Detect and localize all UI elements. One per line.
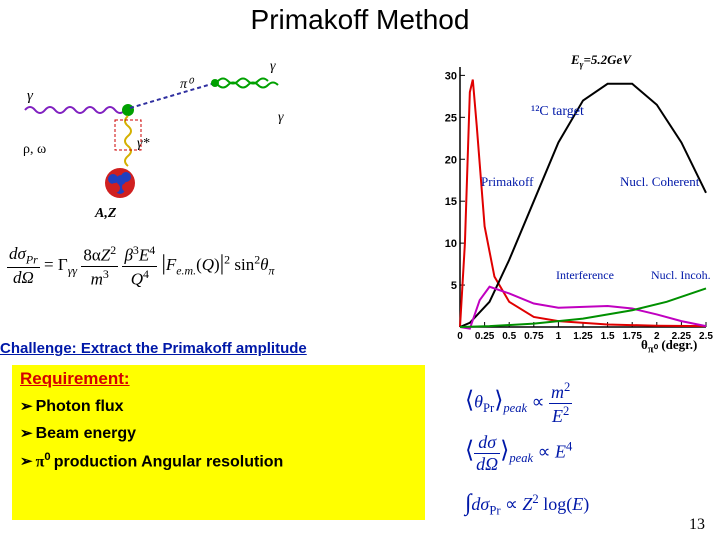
requirement-item: ➢π0 production Angular resolution: [20, 451, 417, 471]
svg-text:γ: γ: [278, 110, 284, 125]
rho-omega-label: ρ, ω: [23, 142, 46, 158]
cross-section-formula: dσPrdΩ = Γγγ 8αZ2m3 β3E4Q4 |Fe.m.(Q)|2 s…: [7, 243, 274, 289]
requirement-item: ➢Photon flux: [20, 397, 417, 416]
svg-text:γ: γ: [27, 88, 34, 104]
svg-text:γ: γ: [270, 59, 276, 74]
requirement-item: ➢Beam energy: [20, 424, 417, 443]
svg-text:0.75: 0.75: [524, 331, 544, 342]
chart-title: Eγ=5.2GeV: [571, 52, 631, 70]
req-text: Photon flux: [36, 398, 124, 415]
cross-section-chart: 5101520253000.250.50.7511.251.51.7522.25…: [426, 52, 715, 357]
svg-text:0.5: 0.5: [502, 331, 516, 342]
page-number: 13: [689, 516, 705, 534]
svg-text:0: 0: [457, 331, 463, 342]
nucl-coherent-label: Nucl. Coherent: [620, 174, 699, 190]
req-text: Beam energy: [36, 425, 137, 442]
primakoff-label: Primakoff: [481, 174, 533, 190]
requirements-box: Requirement: ➢Photon flux ➢Beam energy ➢…: [12, 365, 425, 520]
svg-text:1.75: 1.75: [622, 331, 642, 342]
equation-dsigma-peak: ⟨dσdΩ⟩peak ∝ E4: [465, 432, 572, 475]
interference-label: Interference: [556, 268, 614, 283]
requirements-title: Requirement:: [20, 369, 417, 389]
nucl-incoh-label: Nucl. Incoh.: [651, 268, 711, 283]
svg-text:2.5: 2.5: [699, 331, 713, 342]
chart-xlabel: θπ⁰ (degr.): [641, 337, 697, 356]
page-title: Primakoff Method: [0, 4, 720, 36]
svg-text:γ*: γ*: [137, 136, 150, 151]
challenge-text: Challenge: Extract the Primakoff amplitu…: [0, 340, 307, 357]
chart-target-label: ¹²C target: [531, 104, 584, 120]
svg-text:10: 10: [445, 238, 457, 250]
chart-ylabel: dσ/dθ, μbarn/rad: [419, 0, 435, 49]
svg-text:0.25: 0.25: [475, 331, 495, 342]
svg-text:1.5: 1.5: [601, 331, 615, 342]
svg-text:15: 15: [445, 196, 457, 208]
svg-text:25: 25: [445, 112, 457, 124]
svg-text:20: 20: [445, 154, 457, 166]
equation-integral: ∫dσPr ∝ Z2 log(E): [465, 490, 589, 519]
feynman-diagram: γ γ* π⁰ γ γ A,Z: [15, 55, 315, 230]
svg-text:30: 30: [445, 70, 457, 82]
svg-text:5: 5: [451, 280, 457, 292]
svg-text:1.25: 1.25: [573, 331, 593, 342]
svg-text:1: 1: [556, 331, 562, 342]
svg-text:A,Z: A,Z: [94, 206, 117, 221]
equation-theta-peak: ⟨θPr⟩peak ∝ m2E2: [465, 380, 572, 427]
